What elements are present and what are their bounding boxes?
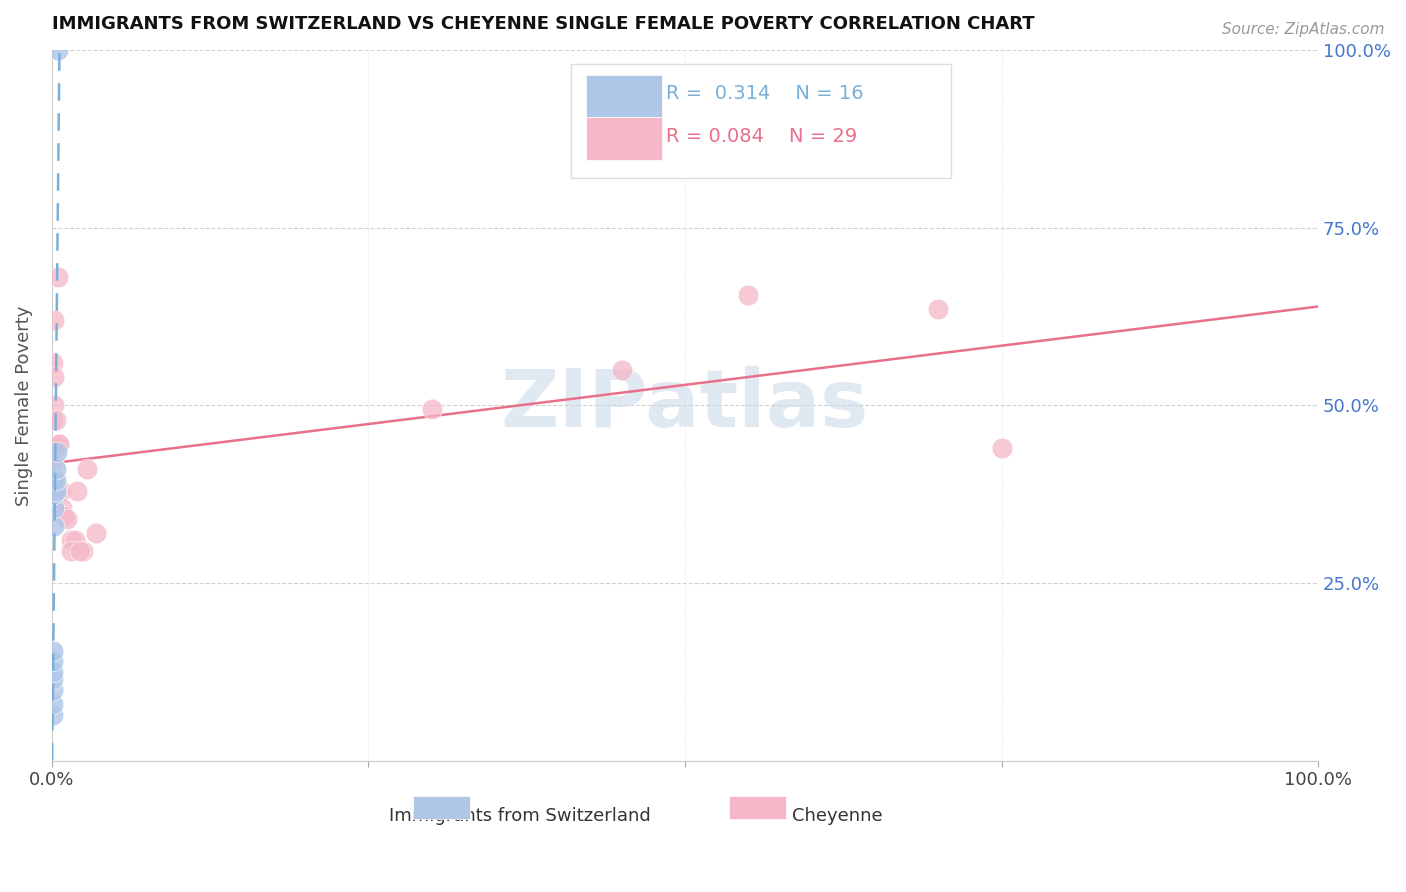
Point [990,441,1012,455]
Point [45,441,67,455]
Point [42,356,65,370]
Point [46,437,69,451]
Point [42,654,65,668]
Point [737,288,759,302]
Point [42,707,65,722]
Point [42,672,65,686]
Point [42,643,65,657]
Point [46,270,69,285]
Point [42,682,65,697]
Point [53,508,76,523]
FancyBboxPatch shape [413,797,470,819]
Point [45,412,67,426]
Text: R = 0.084    N = 29: R = 0.084 N = 29 [666,127,858,146]
Point [44,501,66,516]
Point [44,313,66,327]
Text: ZIPatlas: ZIPatlas [501,367,869,444]
Point [49,483,72,498]
Point [59,544,82,558]
Point [42,697,65,711]
Point [610,363,633,377]
Point [56,512,79,526]
Text: IMMIGRANTS FROM SWITZERLAND VS CHEYENNE SINGLE FEMALE POVERTY CORRELATION CHART: IMMIGRANTS FROM SWITZERLAND VS CHEYENNE … [52,15,1035,33]
Text: Immigrants from Switzerland: Immigrants from Switzerland [389,807,651,825]
Point [420,401,443,416]
FancyBboxPatch shape [730,797,786,819]
Point [42,665,65,679]
Point [45,483,67,498]
Point [84,526,107,541]
Point [45,473,67,487]
Point [44,487,66,501]
Text: Source: ZipAtlas.com: Source: ZipAtlas.com [1222,22,1385,37]
Point [59,533,82,548]
Point [63,533,86,548]
Point [44,519,66,533]
Text: R =  0.314    N = 16: R = 0.314 N = 16 [666,85,863,103]
FancyBboxPatch shape [571,64,950,178]
Point [76,462,98,476]
Point [45,483,67,498]
Point [42,412,65,426]
FancyBboxPatch shape [586,118,662,160]
Point [45,462,67,476]
Point [44,473,66,487]
Point [69,544,91,558]
Point [44,370,66,384]
FancyBboxPatch shape [586,75,662,118]
Point [72,544,94,558]
Point [51,501,73,516]
Point [45,444,67,458]
Point [48,437,70,451]
Point [46,43,69,57]
Point [44,398,66,412]
Text: Cheyenne: Cheyenne [792,807,882,825]
Point [927,302,949,317]
Point [42,455,65,469]
Point [66,483,89,498]
Y-axis label: Single Female Poverty: Single Female Poverty [15,305,32,506]
